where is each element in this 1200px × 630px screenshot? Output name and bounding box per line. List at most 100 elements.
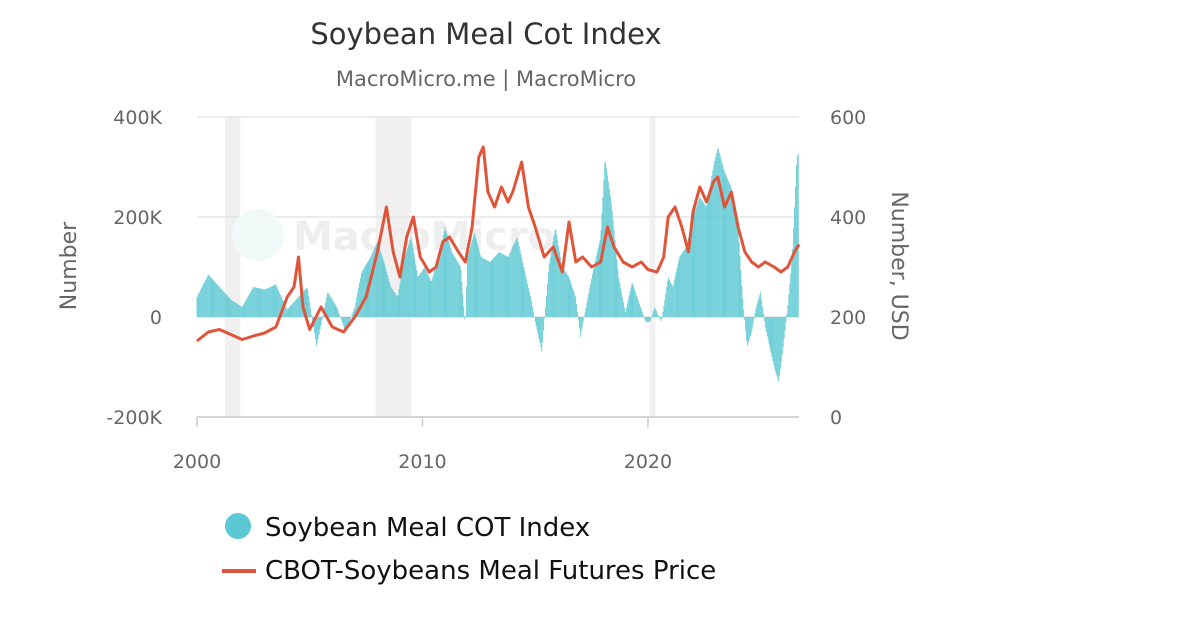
cot-index-bar <box>329 294 330 317</box>
cot-index-bar <box>537 317 539 335</box>
cot-index-bar <box>498 252 499 317</box>
y-axis-right: 600 400 200 0 <box>830 107 866 429</box>
cot-index-bar <box>686 246 687 317</box>
cot-index-bar <box>390 285 391 317</box>
cot-index-bar <box>419 274 421 317</box>
cot-index-bar <box>267 288 268 317</box>
cot-index-bar <box>660 317 662 322</box>
cot-index-bar <box>475 238 477 317</box>
cot-index-bar <box>562 268 564 317</box>
cot-index-bar <box>384 264 386 317</box>
cot-index-bar <box>581 317 583 328</box>
cot-index-bar <box>356 297 358 317</box>
cot-index-bar <box>658 317 660 318</box>
cot-index-bar <box>666 287 668 317</box>
cot-index-bar <box>262 289 264 317</box>
cot-index-bar <box>659 317 661 320</box>
cot-index-bar <box>408 242 410 317</box>
legend-label-cot-index: Soybean Meal COT Index <box>265 513 590 543</box>
cot-index-bar <box>785 317 787 322</box>
cot-index-bar <box>698 200 700 317</box>
cot-index-bar <box>652 313 654 317</box>
cot-index-bar <box>266 288 267 317</box>
cot-index-bar <box>722 166 724 317</box>
cot-index-bar <box>685 248 686 317</box>
cot-index-bar <box>686 242 688 317</box>
cot-index-bar <box>721 162 723 317</box>
cot-index-bar <box>609 195 611 317</box>
cot-index-bar <box>332 301 334 317</box>
cot-index-bar <box>777 317 778 379</box>
cot-index-bar <box>717 149 719 317</box>
cot-index-bar <box>741 285 743 317</box>
cot-index-bar <box>589 288 591 317</box>
cot-index-bar <box>704 205 706 317</box>
cot-index-bar <box>280 294 282 317</box>
cot-index-bar <box>440 243 442 317</box>
cot-index-bar <box>790 273 792 317</box>
cot-index-bar <box>470 243 472 317</box>
cot-index-bar <box>759 295 761 317</box>
cot-index-bar <box>530 296 531 317</box>
cot-index-bar <box>381 255 383 317</box>
cot-index-bar <box>649 317 651 322</box>
cot-index-bar <box>213 280 215 317</box>
cot-index-bar <box>533 316 535 318</box>
cot-index-bar <box>414 259 416 317</box>
cot-index-bar <box>571 285 573 317</box>
cot-index-bar <box>376 242 378 317</box>
cot-index-bar <box>448 240 450 317</box>
cot-index-bar <box>645 317 647 322</box>
cot-index-bar <box>371 254 373 317</box>
cot-index-bar <box>682 252 684 317</box>
cot-index-bar <box>478 248 480 317</box>
cot-index-bar <box>307 289 309 317</box>
cot-index-bar <box>337 310 339 317</box>
legend-item-cot-index[interactable]: Soybean Meal COT Index <box>225 513 590 543</box>
cot-index-bar <box>217 284 219 317</box>
cot-index-bar <box>702 202 704 317</box>
cot-index-bar <box>691 221 693 317</box>
cot-index-bar <box>552 241 554 317</box>
cot-index-bar <box>431 280 433 317</box>
cot-index-bar <box>203 283 204 317</box>
cot-index-bar <box>516 237 518 317</box>
cot-index-bar <box>677 263 679 317</box>
cot-index-bar <box>224 293 226 317</box>
cot-index-bar <box>715 157 716 317</box>
cot-index-bar <box>642 314 644 317</box>
cot-index-bar <box>728 181 730 317</box>
cot-index-bar <box>405 253 406 317</box>
cot-index-bar <box>778 317 779 382</box>
cot-index-bar <box>653 310 654 317</box>
cot-index-bar <box>359 282 360 317</box>
cot-index-bar <box>486 260 488 317</box>
cot-index-bar <box>580 317 582 333</box>
cot-index-bar <box>236 303 237 317</box>
cot-index-bar <box>246 298 248 317</box>
cot-index-bar <box>279 292 281 317</box>
cot-index-bar <box>598 243 600 317</box>
cot-index-bar <box>490 260 492 317</box>
cot-index-bar <box>582 317 584 323</box>
cot-index-bar <box>444 227 446 317</box>
cot-index-bar <box>676 267 678 317</box>
cot-index-bar <box>546 295 547 317</box>
cot-index-bar <box>370 256 372 317</box>
legend-item-futures-price[interactable]: CBOT-Soybeans Meal Futures Price <box>222 556 716 586</box>
cot-index-bar <box>629 291 631 317</box>
cot-index-bar <box>268 287 270 317</box>
cot-index-bar <box>339 315 341 317</box>
cot-index-bar <box>245 300 247 317</box>
cot-index-bar <box>760 292 762 317</box>
cot-index-bar <box>477 245 479 317</box>
cot-index-bar <box>275 284 277 317</box>
cot-index-bar <box>294 301 296 317</box>
cot-index-bar <box>539 317 541 343</box>
cot-index-bar <box>594 260 596 317</box>
cot-index-bar <box>365 264 367 317</box>
cot-index-bar <box>249 293 251 317</box>
cot-index-bar <box>225 294 227 317</box>
cot-index-bar <box>797 153 799 317</box>
cot-index-bar <box>449 244 451 317</box>
